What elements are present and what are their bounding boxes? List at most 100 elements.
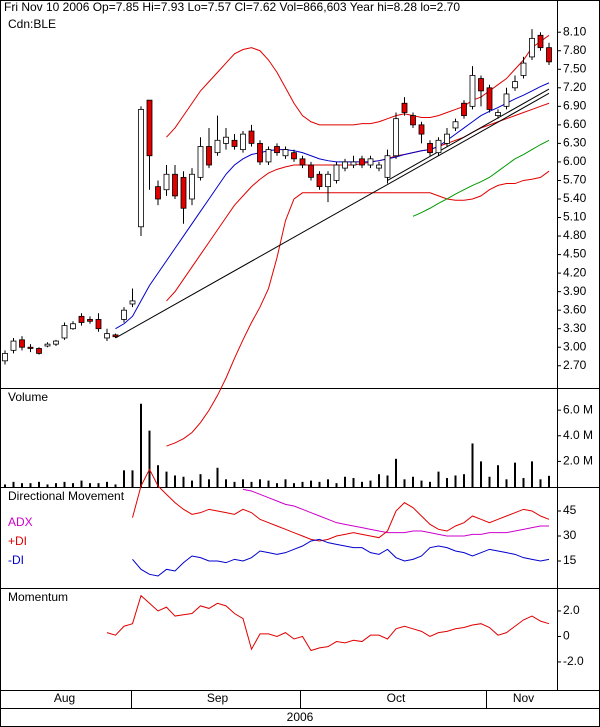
y-tick-label: 0 xyxy=(563,629,570,643)
indicator-line xyxy=(132,468,550,542)
volume-bar xyxy=(395,458,397,487)
candle-body xyxy=(376,164,382,169)
candle-body xyxy=(223,136,229,144)
overlay-line xyxy=(166,102,550,302)
candle-body xyxy=(444,133,450,144)
volume-bar xyxy=(140,403,142,487)
volume-bar xyxy=(327,479,329,487)
candle-body xyxy=(384,155,391,178)
volume-bar xyxy=(250,481,253,487)
x-tick-label: Oct xyxy=(387,691,406,705)
overlay-line xyxy=(115,82,550,330)
y-tick-label: 6.90 xyxy=(563,99,587,113)
x-tick-label: Nov xyxy=(513,691,534,705)
volume-bar xyxy=(63,481,66,487)
volume-bar xyxy=(497,465,499,487)
symbol-label: Cdn:BLE xyxy=(8,17,56,31)
volume-bar xyxy=(318,481,321,487)
volume-bar xyxy=(446,478,448,487)
volume-bar xyxy=(293,483,295,487)
candle-body xyxy=(70,323,76,330)
y-tick-label: 3.60 xyxy=(563,302,587,316)
volume-bar xyxy=(157,465,159,487)
candle-body xyxy=(529,37,535,58)
candle-body xyxy=(189,173,195,200)
volume-bar xyxy=(378,474,380,487)
panel-title: Volume xyxy=(8,390,48,404)
year-label: 2006 xyxy=(287,710,314,724)
volume-bar xyxy=(437,471,440,487)
volume-bar xyxy=(488,476,491,487)
candle-body xyxy=(367,158,374,166)
candle-body xyxy=(333,164,340,181)
y-tick-label: 5.40 xyxy=(563,191,587,205)
candle-body xyxy=(546,47,552,63)
x-tick-label: Aug xyxy=(54,691,75,705)
panel-title: Momentum xyxy=(8,590,68,604)
y-tick-label: 2.0 xyxy=(563,603,580,617)
volume-bar xyxy=(46,484,49,487)
candle-body xyxy=(537,34,544,49)
candle-body xyxy=(503,93,510,107)
panel-title: Directional Movement xyxy=(8,489,125,503)
volume-bar xyxy=(539,479,542,487)
candle-body xyxy=(61,325,68,339)
volume-bar xyxy=(225,479,227,487)
candle-body xyxy=(19,339,25,348)
volume-bar xyxy=(259,479,261,487)
candle-body xyxy=(512,81,518,89)
volume-bar xyxy=(412,476,414,487)
candle-body xyxy=(112,334,119,338)
y-tick-label: 3.30 xyxy=(563,321,587,335)
volume-bar xyxy=(12,481,15,487)
candle-body xyxy=(486,87,493,110)
candle-body xyxy=(163,173,170,191)
volume-bar xyxy=(284,479,287,487)
volume-bar xyxy=(463,474,465,487)
candle-body xyxy=(10,340,17,351)
volume-bar xyxy=(106,481,108,487)
volume-bar xyxy=(182,476,185,487)
y-tick-label: 30 xyxy=(563,528,577,542)
y-tick-label: 4.20 xyxy=(563,265,587,279)
candle-body xyxy=(325,173,331,188)
overlay-line xyxy=(166,170,550,447)
volume-bar xyxy=(386,475,389,487)
indicator-line xyxy=(242,488,549,537)
candle-body xyxy=(180,176,187,209)
candle-body xyxy=(248,130,255,144)
candle-body xyxy=(265,149,272,163)
candle-body xyxy=(316,173,323,188)
y-tick-label: 2.0 M xyxy=(563,454,593,468)
volume-bar xyxy=(480,461,482,487)
volume-bar xyxy=(267,480,270,487)
y-tick-label: 6.00 xyxy=(563,154,587,168)
volume-bar xyxy=(72,483,74,487)
volume-bar xyxy=(548,475,550,487)
volume-bar xyxy=(344,476,346,487)
volume-bar xyxy=(454,475,457,487)
y-tick-label: 15 xyxy=(563,553,577,567)
overlay-line xyxy=(412,139,550,217)
candle-body xyxy=(461,102,467,116)
candle-body xyxy=(257,142,263,163)
y-tick-label: 3.00 xyxy=(563,339,587,353)
y-tick-label: 5.70 xyxy=(563,173,587,187)
volume-bar xyxy=(148,430,151,487)
legend-entry: -DI xyxy=(8,553,24,567)
indicator-line xyxy=(132,538,550,577)
volume-bar xyxy=(335,483,338,487)
candle-body xyxy=(452,121,459,129)
volume-bar xyxy=(310,480,312,487)
candle-body xyxy=(36,348,42,354)
volume-bar xyxy=(403,479,406,487)
y-tick-label: 7.50 xyxy=(563,61,587,75)
volume-bar xyxy=(471,443,474,487)
trendline xyxy=(387,88,550,181)
candle-body xyxy=(299,158,306,166)
candle-body xyxy=(95,319,102,330)
volume-bar xyxy=(242,479,244,487)
candle-body xyxy=(495,112,501,116)
